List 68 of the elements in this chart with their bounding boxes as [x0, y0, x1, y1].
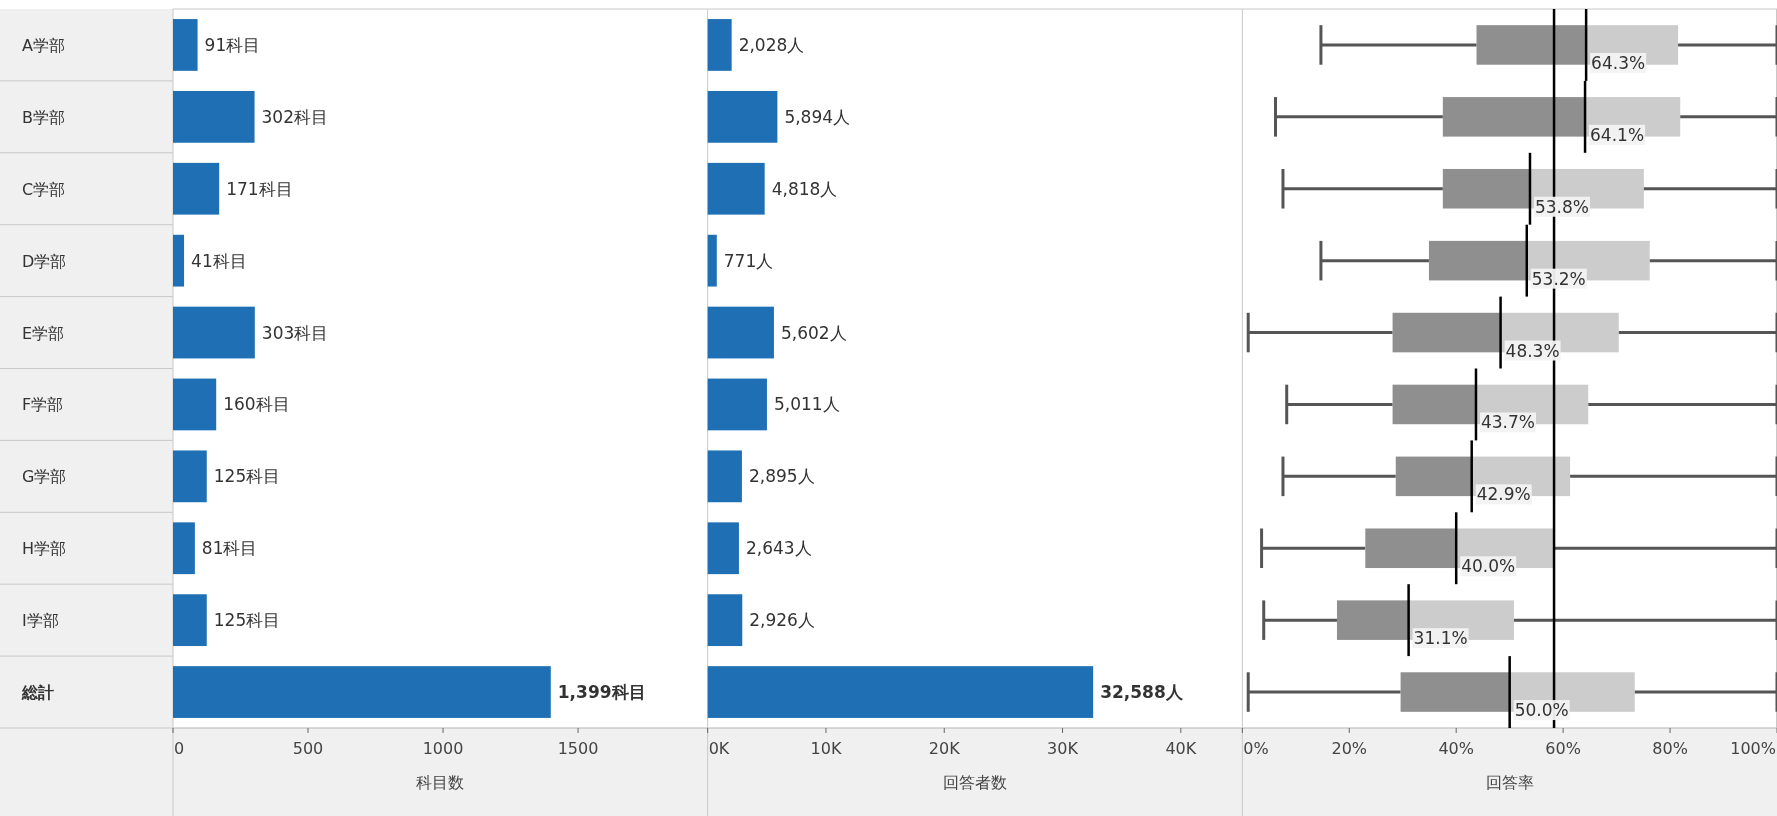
text: 53.2%	[1531, 268, 1586, 289]
text: 53.8%	[1534, 196, 1589, 217]
data-label: 91科目	[204, 34, 261, 55]
text: 48.3%	[1505, 340, 1560, 361]
text: 64.3%	[1591, 52, 1646, 73]
y-tick-label: A学部	[22, 35, 65, 55]
x-axis-title: 回答率	[1485, 773, 1534, 792]
y-tick-label: I学部	[22, 611, 59, 631]
x-tick-label: 100%	[1730, 739, 1776, 758]
bar	[707, 594, 743, 647]
x-tick-label: 80%	[1652, 739, 1688, 758]
x-axis-title: 回答者数	[943, 773, 1007, 792]
data-label: 302科目	[261, 106, 328, 127]
bar	[707, 522, 739, 575]
bar	[707, 234, 717, 287]
data-label: 160科目	[223, 394, 290, 415]
y-tick-label: E学部	[22, 323, 65, 343]
data-label: 41科目	[191, 250, 247, 271]
data-label: 5,894人	[784, 106, 851, 127]
x-tick-label: 0	[174, 739, 185, 758]
x-tick-label: 0K	[708, 739, 730, 758]
y-tick-label: G学部	[22, 467, 67, 487]
text: 50.0%	[1514, 700, 1569, 721]
bar	[707, 162, 765, 215]
x-tick-label: 20%	[1331, 739, 1368, 758]
data-label: 2,643人	[745, 538, 812, 559]
x-tick-label: 40K	[1165, 739, 1197, 758]
data-label: 5,602人	[780, 322, 847, 343]
x-tick-label: 1500	[557, 739, 599, 758]
x-tick-label: 20K	[928, 739, 961, 758]
x-tick-label: 500	[292, 739, 324, 758]
text: 43.7%	[1480, 412, 1535, 433]
x-tick-label: 0%	[1243, 739, 1269, 758]
x-tick-label: 60%	[1545, 739, 1581, 758]
data-label: 81科目	[201, 538, 258, 559]
y-tick-label: C学部	[22, 179, 66, 199]
data-label: 32,588人	[1100, 682, 1184, 703]
data-label: 771人	[723, 250, 774, 271]
data-label: 4,818人	[771, 178, 838, 199]
text: 40.0%	[1461, 556, 1516, 577]
bar	[707, 450, 742, 503]
text: 42.9%	[1476, 484, 1531, 505]
text: 31.1%	[1413, 628, 1468, 649]
data-label: 2,895人	[748, 466, 815, 487]
data-label: 5,011人	[773, 394, 840, 415]
bar	[707, 378, 767, 431]
y-tick-label: B学部	[22, 107, 65, 127]
data-label: 2,028人	[738, 34, 805, 55]
data-label: 171科目	[226, 178, 293, 199]
x-tick-label: 1000	[422, 739, 464, 758]
y-tick-label: 総計	[21, 683, 54, 703]
x-tick-label: 40%	[1438, 739, 1474, 758]
data-label: 2,926人	[749, 610, 815, 631]
x-tick-label: 10K	[810, 739, 842, 758]
bar	[707, 666, 1094, 718]
x-tick-label: 30K	[1047, 739, 1079, 758]
y-tick-label: D学部	[22, 251, 67, 271]
data-label: 125科目	[213, 466, 281, 487]
text: 64.1%	[1590, 124, 1645, 145]
data-label: 303科目	[261, 322, 329, 343]
bar	[707, 19, 732, 71]
y-tick-label: F学部	[22, 395, 64, 415]
bar	[707, 90, 778, 143]
bar	[707, 306, 774, 359]
y-tick-label: H学部	[22, 539, 67, 559]
x-axis-title: 科目数	[416, 773, 465, 792]
data-label: 1,399科目	[557, 682, 646, 703]
data-label: 125科目	[213, 610, 281, 631]
